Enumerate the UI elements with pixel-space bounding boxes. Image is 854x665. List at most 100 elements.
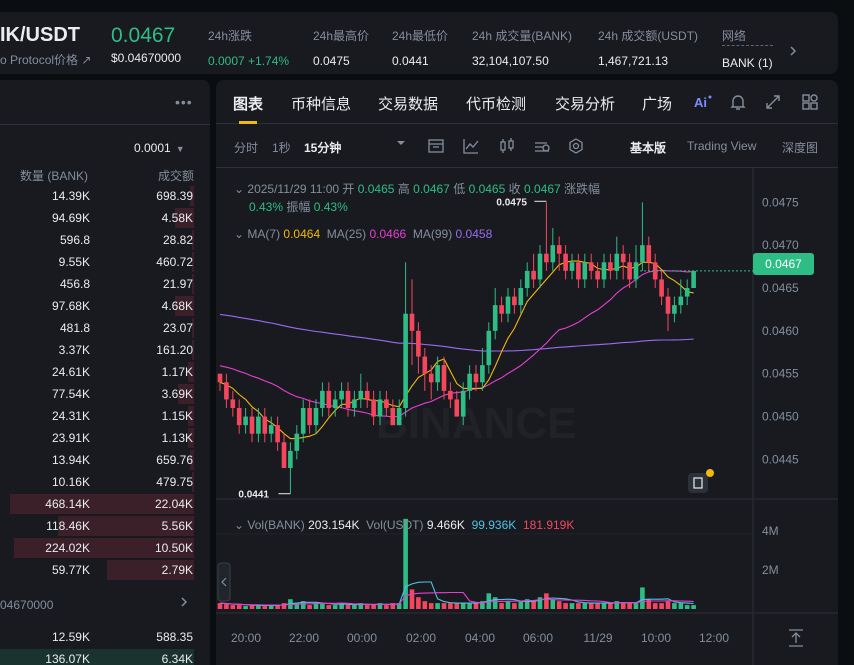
- candle-body: [633, 262, 639, 280]
- collapse-icon[interactable]: ⌄: [234, 518, 245, 532]
- candle-body: [678, 296, 684, 306]
- tab-chart[interactable]: 图表: [233, 96, 264, 113]
- change-value: 0.43%: [249, 200, 284, 214]
- vol-legend: ⌄ Vol(BANK) 203.154K Vol(USDT) 9.466K 99…: [234, 518, 574, 532]
- interval-1s[interactable]: 1秒: [272, 141, 291, 155]
- candle-body: [601, 262, 607, 280]
- ask-row[interactable]: 118.46K 5.56K: [0, 515, 194, 537]
- candle-body: [652, 262, 658, 280]
- tab-square[interactable]: 广场: [642, 96, 673, 113]
- candle-body: [659, 279, 664, 297]
- candle-body: [326, 390, 332, 408]
- settings-icon[interactable]: [567, 137, 585, 155]
- caret-down-icon[interactable]: [396, 137, 406, 151]
- ask-row[interactable]: 97.68K 4.68K: [0, 295, 194, 317]
- stat-label: 24h 成交量(BANK): [472, 29, 573, 43]
- indicator-icon[interactable]: [533, 137, 551, 155]
- ask-row[interactable]: 3.37K 161.20: [0, 339, 194, 361]
- ma7-value: 0.0464: [283, 227, 321, 241]
- volume-bar: [473, 603, 479, 609]
- ask-row[interactable]: 10.16K 479.75: [0, 471, 194, 493]
- tab-trade-analysis[interactable]: 交易分析: [555, 96, 616, 113]
- ask-total: 28.82: [162, 233, 193, 247]
- collapse-icon[interactable]: ⌄: [234, 182, 245, 196]
- ask-qty: 59.77K: [51, 563, 90, 577]
- ask-row[interactable]: 24.61K 1.17K: [0, 361, 194, 383]
- tab-token-check[interactable]: 代币检测: [466, 96, 527, 113]
- candle-info-2: 0.43% 振幅 0.43%: [249, 198, 348, 215]
- volume-bar: [454, 603, 460, 609]
- ask-row[interactable]: 468.14K 22.04K: [0, 493, 194, 515]
- usd-price: $0.04670000: [111, 51, 182, 65]
- volume-bar: [441, 603, 447, 609]
- candle-body: [499, 305, 504, 314]
- ask-row[interactable]: 456.8 21.97: [0, 273, 194, 295]
- view-depth[interactable]: 深度图: [782, 141, 819, 155]
- volume-bar: [390, 603, 396, 609]
- caret-down-icon: ▼: [175, 144, 185, 154]
- ask-qty: 94.69K: [51, 211, 90, 225]
- more-icon[interactable]: •••: [175, 94, 193, 110]
- chevron-right-icon[interactable]: [180, 596, 188, 611]
- depth-bar: [192, 252, 194, 272]
- collapse-icon[interactable]: ⌄: [234, 227, 245, 241]
- indicator-settings-icon[interactable]: [427, 137, 445, 155]
- chevron-right-icon[interactable]: [788, 44, 798, 60]
- candlestick-chart[interactable]: BINANCE 0.04750.04700.04650.04600.04550.…: [216, 168, 838, 665]
- stat-24h-high: 24h最高价 0.0475: [313, 27, 369, 68]
- ai-icon[interactable]: Ai: [693, 92, 713, 112]
- tab-trade-data[interactable]: 交易数据: [378, 96, 439, 113]
- candle-info: ⌄ 2025/11/29 11:00 开 0.0465 高 0.0467 低 0…: [234, 180, 600, 197]
- volume-bar: [428, 603, 434, 609]
- layout-grid-icon[interactable]: [800, 92, 820, 112]
- ask-row[interactable]: 94.69K 4.58K: [0, 207, 194, 229]
- interval-line[interactable]: 分时: [234, 141, 259, 155]
- volume-bar: [326, 605, 332, 609]
- stat-label: 24h最高价: [313, 29, 370, 43]
- ask-row[interactable]: 13.94K 659.76: [0, 449, 194, 471]
- volume-bar: [544, 593, 549, 609]
- bid-row[interactable]: 12.59K 588.35: [0, 626, 194, 648]
- ask-row[interactable]: 24.31K 1.15K: [0, 405, 194, 427]
- bid-row[interactable]: 136.07K 6.34K: [0, 648, 194, 665]
- candle-body: [396, 408, 402, 426]
- volume-bar: [275, 605, 280, 609]
- volume-bar: [236, 605, 242, 609]
- ask-row[interactable]: 14.39K 698.39: [0, 185, 194, 207]
- depth-bar: [178, 384, 194, 404]
- volume-bar: [416, 597, 421, 609]
- interval-15m[interactable]: 15分钟: [304, 141, 342, 155]
- candle-type-icon[interactable]: [498, 137, 516, 155]
- vol-ma10-line: [219, 591, 694, 606]
- mid-price[interactable]: 04670000: [0, 598, 54, 612]
- view-basic[interactable]: 基本版: [630, 141, 667, 155]
- candle-body: [441, 365, 447, 391]
- bell-icon[interactable]: [728, 92, 748, 112]
- bid-total: 6.34K: [161, 652, 193, 665]
- ask-row[interactable]: 9.55K 460.72: [0, 251, 194, 273]
- ask-row[interactable]: 224.02K 10.50K: [0, 537, 194, 559]
- volume-bar: [505, 601, 511, 609]
- volume-bar: [300, 601, 306, 609]
- candle-body: [492, 305, 498, 331]
- volume-bar: [435, 603, 440, 609]
- ask-row[interactable]: 59.77K 2.79K: [0, 559, 194, 581]
- precision-select[interactable]: 0.0001 ▼: [134, 141, 185, 155]
- vol-bank-label: Vol(BANK): [247, 518, 305, 532]
- ask-row[interactable]: 23.91K 1.13K: [0, 427, 194, 449]
- line-chart-icon[interactable]: [462, 137, 480, 155]
- protocol-price-link[interactable]: o Protocol价格 ↗: [0, 53, 92, 67]
- stat-network[interactable]: 网络 BANK (1): [722, 27, 773, 70]
- ask-row[interactable]: 481.8 23.07: [0, 317, 194, 339]
- candle-body: [294, 433, 300, 451]
- ask-row[interactable]: 77.54K 3.69K: [0, 383, 194, 405]
- expand-icon[interactable]: [763, 92, 783, 112]
- depth-bar: [192, 230, 194, 250]
- volume-bar: [550, 599, 556, 609]
- volume-bar: [608, 603, 613, 609]
- stat-value: 1,467,721.13: [598, 54, 669, 68]
- view-tradingview[interactable]: Trading View: [687, 139, 757, 153]
- tab-coin-info[interactable]: 币种信息: [291, 96, 352, 113]
- ask-row[interactable]: 596.8 28.82: [0, 229, 194, 251]
- open-value: 0.0465: [357, 182, 395, 196]
